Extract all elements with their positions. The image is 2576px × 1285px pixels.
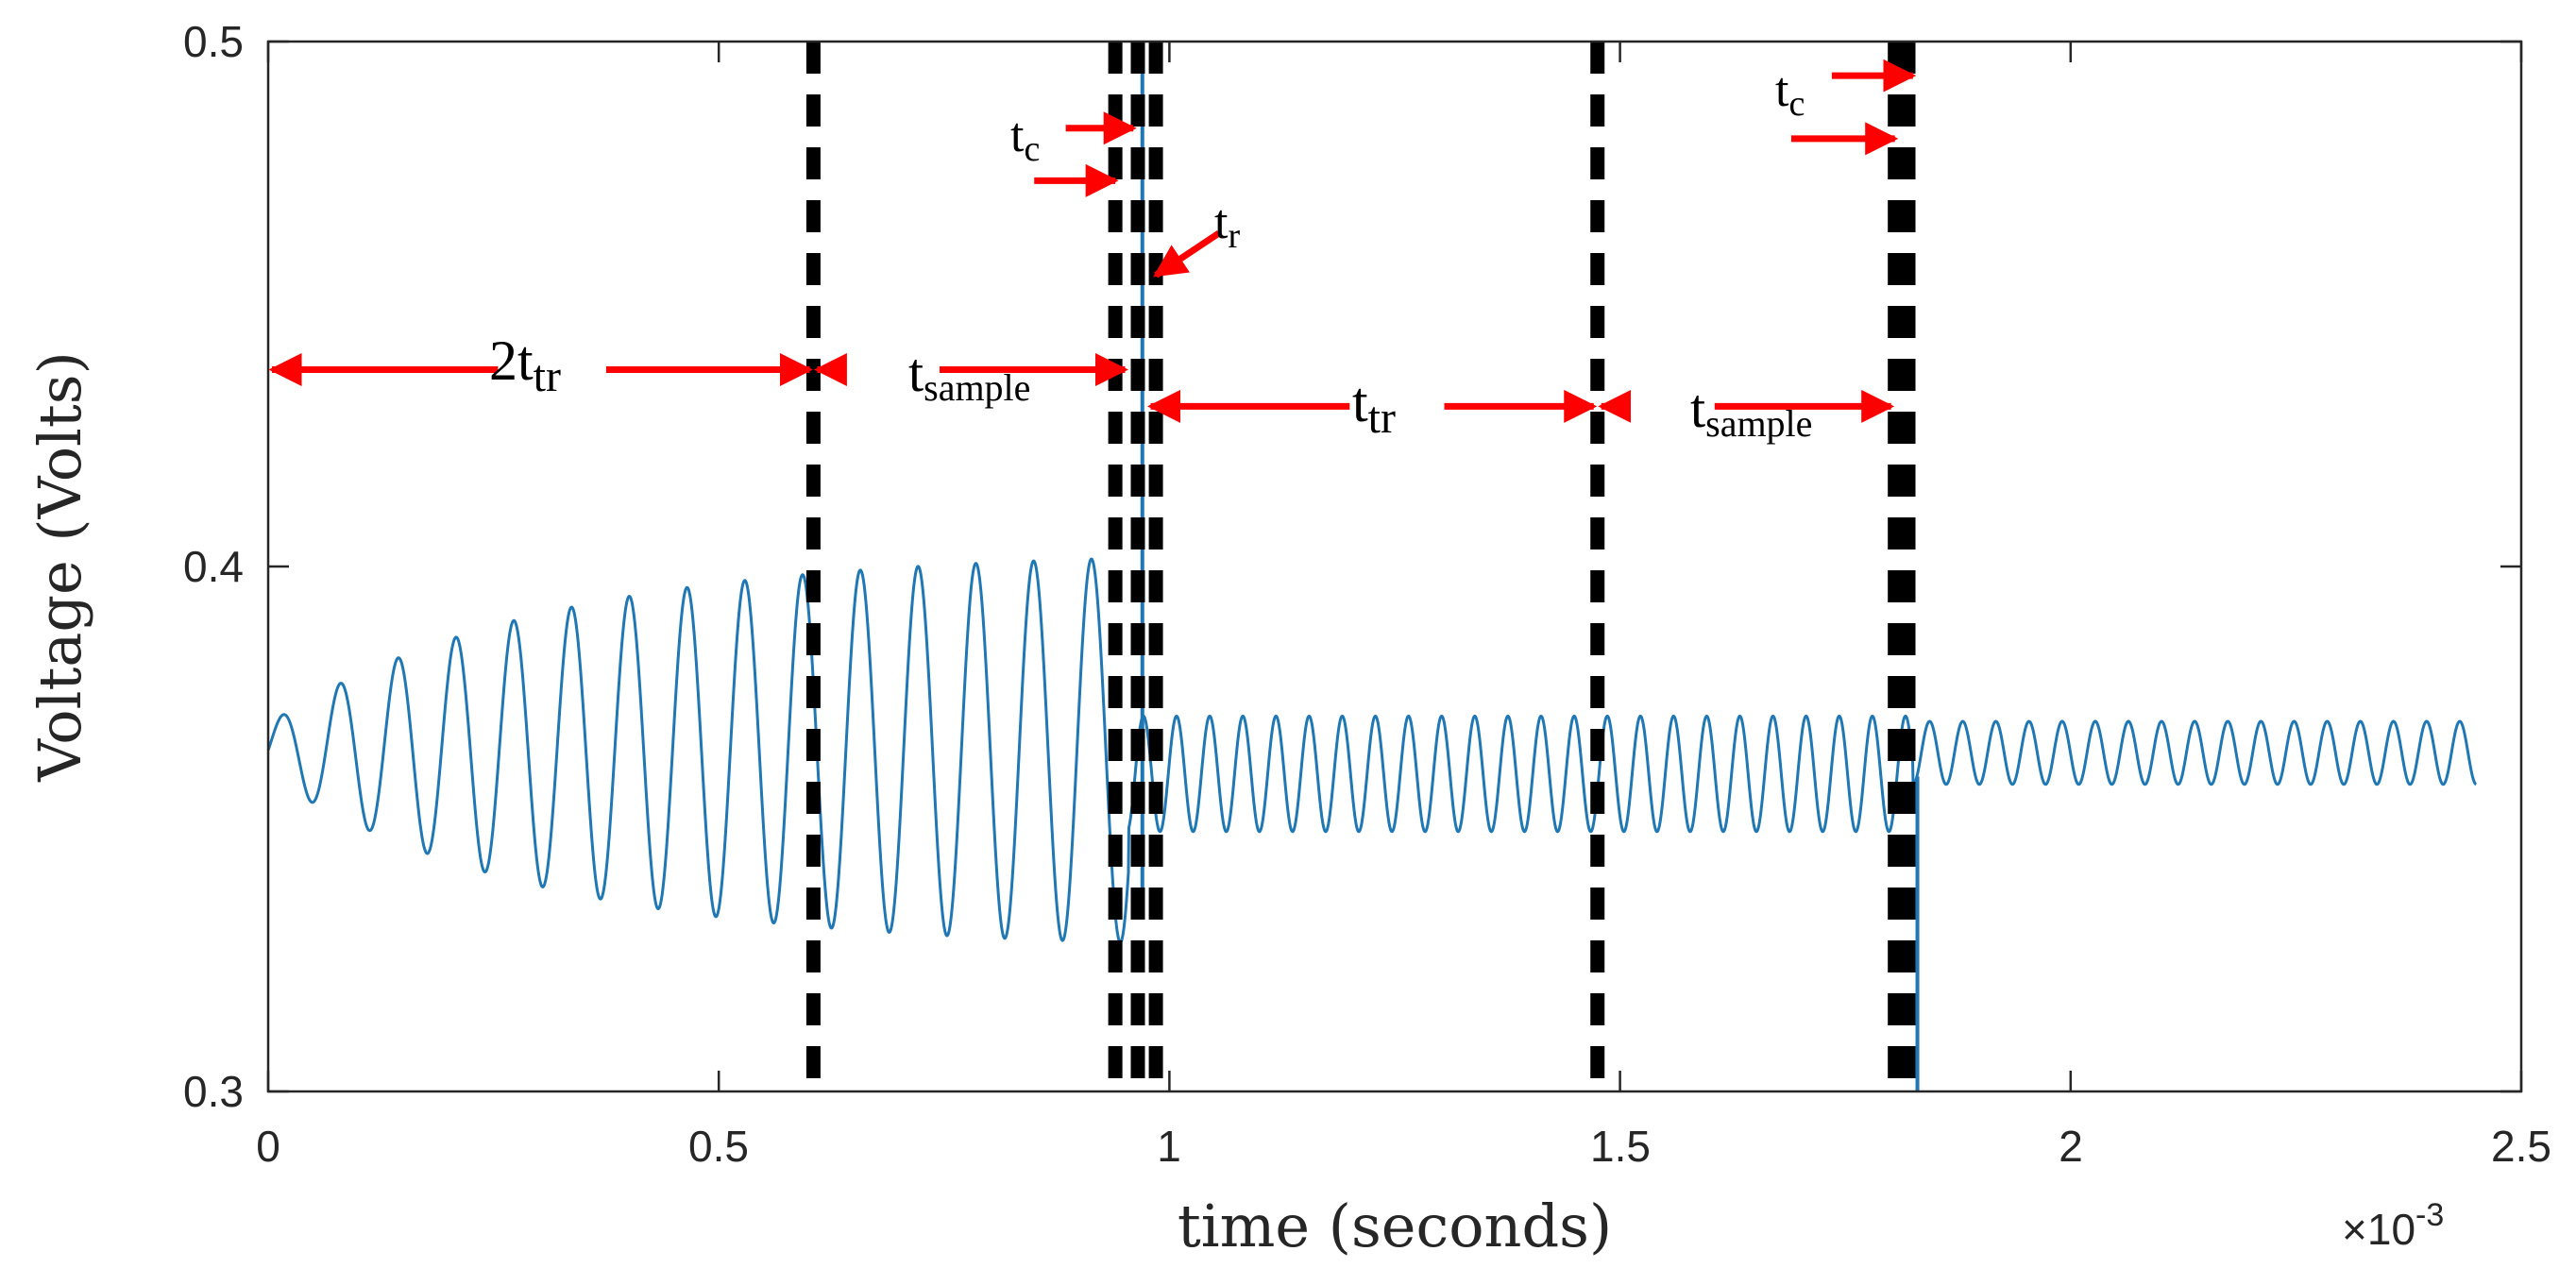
annotation-2ttr: 2ttr <box>489 330 561 401</box>
y-tick-label: 0.4 <box>183 542 244 591</box>
annotation-ttr: ttr <box>1352 371 1396 443</box>
y-axis-label: Voltage (Volts) <box>25 351 94 783</box>
x-tick-label: 0.5 <box>688 1122 749 1171</box>
x-tick-label: 2 <box>2059 1122 2083 1171</box>
x-tick-label: 1.5 <box>1590 1122 1651 1171</box>
y-tick-label: 0.5 <box>183 17 244 66</box>
tr-arrow <box>1153 230 1221 279</box>
x-exponent-power: -3 <box>2415 1197 2444 1233</box>
annotation-tc-1: tc <box>1010 109 1040 169</box>
annotation-tr: tr <box>1214 195 1240 256</box>
annotation-tc-2: tc <box>1775 63 1805 124</box>
y-tick-label: 0.3 <box>183 1067 244 1116</box>
annotation-arrows <box>268 59 1917 423</box>
plot-background <box>268 42 2521 1091</box>
x-axis-label: time (seconds) <box>1178 1192 1612 1260</box>
x-tick-label: 2.5 <box>2491 1122 2551 1171</box>
axis-ticks <box>266 40 2523 1093</box>
x-tick-label: 0 <box>256 1122 280 1171</box>
dashed-markers <box>805 42 1916 1091</box>
annotation-tsample-2: tsample <box>1690 378 1812 445</box>
voltage-line <box>268 557 2477 944</box>
annotation-tsample-1: tsample <box>908 342 1030 409</box>
x-exponent-label: ×10-3 <box>2342 1197 2444 1254</box>
x-tick-label: 1 <box>1157 1122 1181 1171</box>
